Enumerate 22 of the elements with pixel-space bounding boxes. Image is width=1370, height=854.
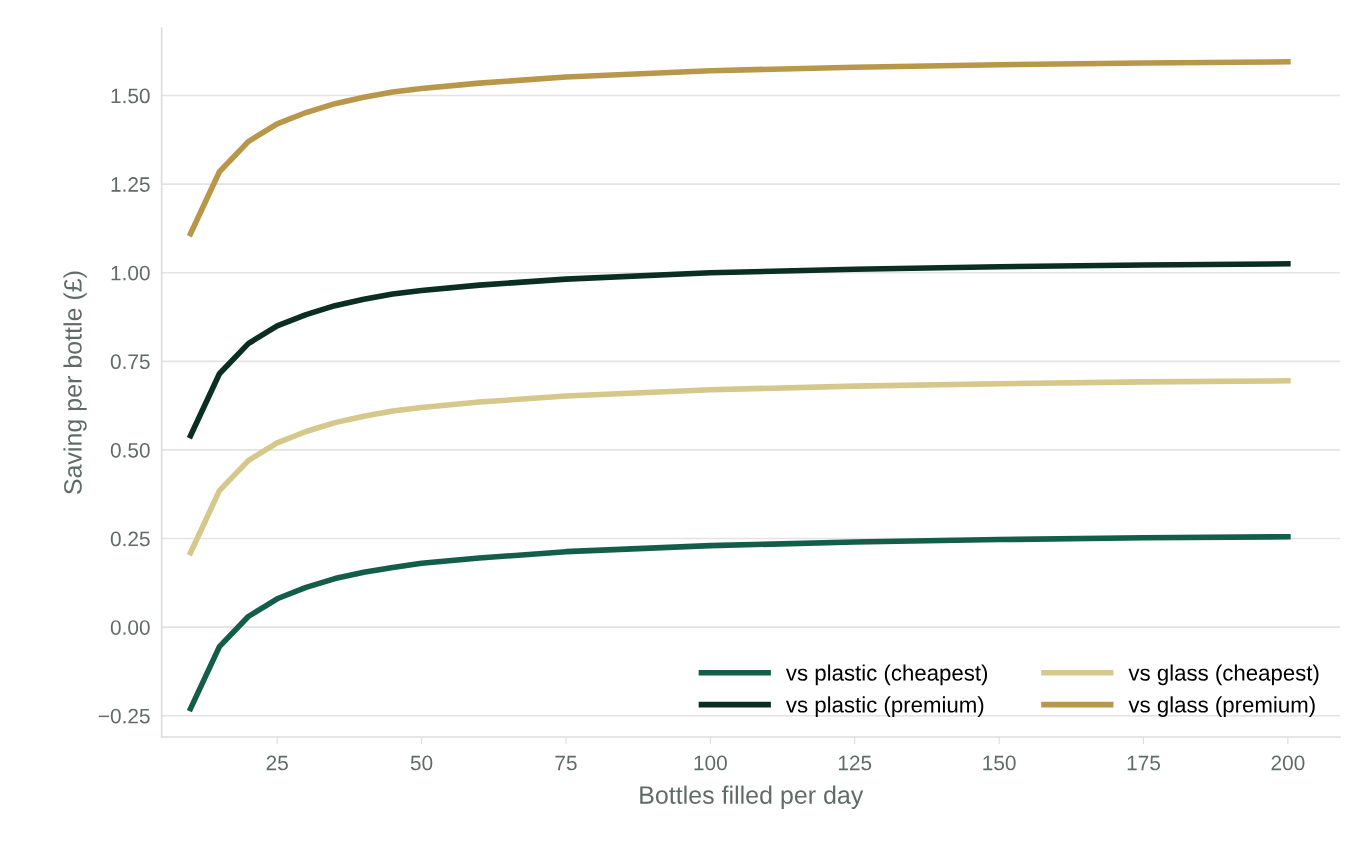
x-tick-label: 50 [410, 755, 433, 771]
x-tick-label: 100 [694, 755, 727, 771]
x-tick-label: 150 [983, 755, 1016, 771]
y-tick-label: −0.25 [98, 708, 150, 724]
y-tick-label: 0.25 [110, 531, 150, 547]
y-tick-label: 1.25 [111, 177, 150, 192]
legend-label: vs plastic (cheapest) [785, 664, 988, 686]
legend-label: vs glass (cheapest) [1128, 664, 1319, 686]
y-axis-title: Saving per bottle (£) [63, 271, 87, 495]
x-tick-label: 200 [1271, 755, 1305, 771]
x-tick-label: 25 [266, 755, 288, 771]
y-tick-label: 0.50 [110, 442, 150, 458]
x-tick-label: 75 [555, 755, 577, 771]
x-axis-title: Bottles filled per day [640, 785, 864, 809]
y-tick-label: 0.75 [110, 354, 150, 370]
x-tick-label: 125 [838, 755, 872, 771]
x-tick-label: 175 [1127, 755, 1160, 771]
legend-label: vs glass (premium) [1128, 696, 1315, 717]
legend-label: vs plastic (premium) [785, 696, 984, 717]
y-tick-label: 0.00 [110, 620, 150, 635]
y-tick-label: 1.00 [111, 265, 150, 281]
y-tick-label: 1.50 [111, 88, 150, 104]
